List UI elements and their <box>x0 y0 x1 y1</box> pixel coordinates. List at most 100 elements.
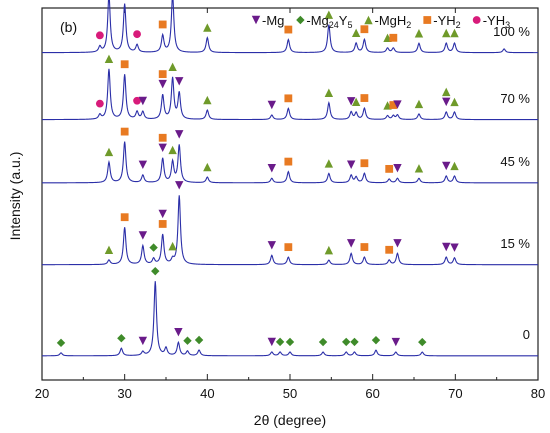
x-tick-label: 30 <box>117 386 131 401</box>
triangle-up-marker <box>203 23 212 32</box>
series-line <box>42 141 538 184</box>
triangle-up-marker <box>324 159 334 168</box>
series-line <box>42 0 538 54</box>
legend-label: -Mg24Y5 <box>306 13 352 30</box>
triangle-up-marker <box>203 95 212 105</box>
legend-item: -Mg <box>251 13 284 28</box>
diamond-marker <box>183 336 192 345</box>
x-tick-label: 40 <box>200 386 214 401</box>
square-marker <box>120 213 129 222</box>
triangle-down-marker <box>267 337 277 347</box>
triangle-down-marker <box>442 97 451 107</box>
diamond-marker <box>151 266 160 276</box>
triangle-down-marker <box>158 79 167 89</box>
triangle-down-marker <box>175 181 184 190</box>
series-labels: 100 % 70 % 45 % 15 % 0 <box>493 24 530 342</box>
triangle-down-marker <box>442 161 451 171</box>
legend-label: -YH3 <box>483 13 510 30</box>
series-label: 0 <box>523 327 530 342</box>
y-axis-label: Intensity (a.u.) <box>7 152 23 241</box>
triangle-up-marker <box>104 54 114 63</box>
triangle-up-marker <box>324 245 334 255</box>
diamond-marker <box>117 333 126 343</box>
triangle-up-marker <box>168 241 177 251</box>
triangle-down-marker <box>267 241 277 250</box>
series-line <box>42 281 538 357</box>
diamond-marker <box>342 337 351 347</box>
triangle-down-marker <box>346 239 356 248</box>
triangle-down-marker <box>158 209 167 219</box>
triangle-up-marker <box>450 161 459 171</box>
x-tick-label: 60 <box>365 386 379 401</box>
triangle-up-marker <box>104 245 114 254</box>
diamond-marker <box>350 337 359 347</box>
x-tick-label: 20 <box>35 386 49 401</box>
square-marker <box>284 243 293 252</box>
x-tick-label: 80 <box>531 386 545 401</box>
series-label: 15 % <box>500 236 530 251</box>
triangle-up-marker <box>324 88 334 97</box>
triangle-up-marker <box>450 28 459 38</box>
diamond-marker <box>285 337 295 347</box>
triangle-down-marker <box>267 164 277 173</box>
legend-item: -YH2 <box>423 13 461 30</box>
diamond-marker <box>194 335 204 345</box>
circle-marker <box>95 31 104 40</box>
legend-item: -Mg24Y5 <box>296 13 352 30</box>
legend-item: -MgH2 <box>364 13 411 30</box>
diamond-marker <box>149 243 158 252</box>
circle-marker <box>133 30 141 39</box>
x-axis-label: 2θ (degree) <box>254 412 326 428</box>
triangle-up-marker <box>104 147 114 157</box>
triangle-up-marker <box>168 62 177 71</box>
triangle-down-marker <box>138 96 148 106</box>
legend-label: -MgH2 <box>374 13 411 30</box>
x-tick-label: 50 <box>283 386 297 401</box>
legend-label: -YH2 <box>433 13 460 30</box>
triangle-down-marker <box>346 160 356 169</box>
circle-marker <box>133 96 141 105</box>
square-marker <box>284 94 293 103</box>
series-line <box>42 68 538 121</box>
series-label: 70 % <box>500 91 530 106</box>
triangle-up-marker <box>364 15 373 25</box>
diamond-marker <box>296 15 305 25</box>
triangle-down-marker <box>393 239 402 248</box>
triangle-down-marker <box>391 337 401 347</box>
x-axis: 20 30 40 50 60 70 80 <box>35 8 545 401</box>
square-marker <box>423 16 432 24</box>
triangle-up-marker <box>442 28 451 38</box>
triangle-down-marker <box>267 100 277 110</box>
square-marker <box>120 60 129 69</box>
square-marker <box>158 133 167 142</box>
square-marker <box>158 70 167 79</box>
triangle-down-marker <box>450 243 459 252</box>
square-marker <box>389 101 398 109</box>
triangle-down-marker <box>251 15 261 25</box>
series-group <box>42 0 538 357</box>
panel-label: (b) <box>60 19 77 35</box>
triangle-down-marker <box>346 97 356 106</box>
square-marker <box>120 127 129 136</box>
triangle-down-marker <box>138 160 148 170</box>
triangle-up-marker <box>351 28 361 38</box>
diamond-marker <box>318 337 328 347</box>
legend: -Mg -Mg24Y5 -MgH2 -YH2 -YH3 <box>251 13 510 30</box>
triangle-up-marker <box>351 97 361 107</box>
triangle-up-marker <box>203 162 212 172</box>
square-marker <box>158 220 167 228</box>
square-marker <box>360 25 369 34</box>
square-marker <box>284 25 293 34</box>
x-tick-label: 70 <box>448 386 462 401</box>
triangle-down-marker <box>442 242 451 252</box>
triangle-up-marker <box>414 99 424 109</box>
triangle-down-marker <box>393 100 402 109</box>
triangle-down-marker <box>138 336 148 346</box>
plot-frame <box>41 7 539 381</box>
phase-markers <box>56 10 459 348</box>
series-label: 45 % <box>500 154 530 169</box>
triangle-down-marker <box>393 163 402 173</box>
square-marker <box>385 164 394 173</box>
square-marker <box>360 94 369 102</box>
series-line <box>42 195 538 266</box>
